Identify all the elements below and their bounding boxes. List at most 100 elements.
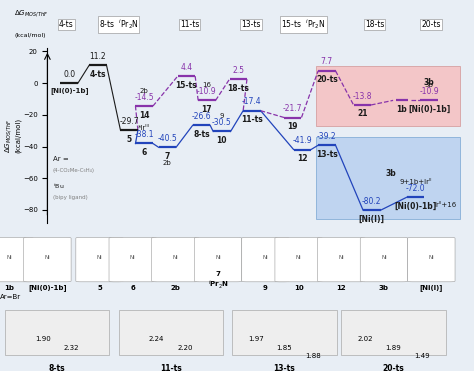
Text: 12: 12 (297, 154, 308, 163)
Text: -80.2: -80.2 (362, 197, 382, 206)
Text: 4-ts: 4-ts (59, 20, 74, 29)
Text: 2.5: 2.5 (232, 66, 244, 75)
Text: $^t$Bu: $^t$Bu (53, 182, 64, 191)
Text: 10: 10 (294, 285, 303, 291)
Text: 17: 17 (201, 105, 212, 114)
Text: Ni: Ni (263, 255, 268, 260)
Text: [Ni(0)-1b]: [Ni(0)-1b] (50, 88, 89, 95)
Text: 4-ts: 4-ts (90, 70, 106, 79)
Text: 1.97: 1.97 (248, 336, 264, 342)
Text: 2.24: 2.24 (149, 336, 164, 342)
Text: 5: 5 (97, 285, 102, 291)
FancyBboxPatch shape (408, 237, 455, 282)
FancyBboxPatch shape (0, 237, 33, 282)
FancyBboxPatch shape (152, 237, 199, 282)
Text: 3b: 3b (424, 78, 435, 87)
Text: Ni: Ni (428, 255, 434, 260)
Text: -39.2: -39.2 (317, 132, 337, 141)
Y-axis label: $\Delta G_{MOS/THF}$
(kcal/mol): $\Delta G_{MOS/THF}$ (kcal/mol) (3, 118, 21, 153)
Text: 15-ts: 15-ts (176, 81, 197, 89)
Bar (118, 310, 223, 355)
Text: -41.9: -41.9 (292, 136, 312, 145)
Text: -21.7: -21.7 (283, 104, 302, 113)
Text: 6: 6 (130, 285, 135, 291)
Text: Ni: Ni (338, 255, 344, 260)
Text: 3b: 3b (425, 82, 434, 88)
FancyBboxPatch shape (318, 237, 365, 282)
Text: 18-ts: 18-ts (365, 20, 384, 29)
Text: Ni: Ni (296, 255, 301, 260)
Text: 3b: 3b (379, 285, 389, 291)
Text: Ni: Ni (45, 255, 50, 260)
Text: 7.7: 7.7 (321, 58, 333, 66)
Text: *Irᴵᴵᴵ: *Irᴵᴵᴵ (138, 125, 150, 131)
Text: 13-ts: 13-ts (316, 150, 337, 159)
Text: -40.5: -40.5 (157, 134, 177, 143)
Text: [Ni(0)-1b]: [Ni(0)-1b] (394, 202, 437, 211)
Text: (kcal/mol): (kcal/mol) (14, 33, 46, 38)
FancyBboxPatch shape (76, 237, 123, 282)
Text: 11-ts: 11-ts (241, 115, 263, 124)
Text: 1b: 1b (396, 105, 407, 114)
Text: 7
$^i$Pr$_2$N: 7 $^i$Pr$_2$N (208, 271, 228, 291)
Text: 2.32: 2.32 (64, 345, 79, 351)
Text: 0.0: 0.0 (63, 70, 75, 79)
Text: 2b: 2b (171, 285, 180, 291)
Text: Ni: Ni (7, 255, 12, 260)
Text: [Ni(I)]: [Ni(I)] (359, 215, 385, 224)
Text: 7: 7 (164, 152, 170, 161)
Text: (bipy ligand): (bipy ligand) (53, 195, 88, 200)
Text: 8-ts: 8-ts (193, 130, 210, 139)
Bar (341, 310, 446, 355)
Bar (232, 310, 337, 355)
Text: 10: 10 (217, 136, 227, 145)
Text: -13.8: -13.8 (353, 92, 372, 101)
FancyBboxPatch shape (360, 237, 408, 282)
Text: 8-ts: 8-ts (48, 364, 65, 371)
Text: -10.9: -10.9 (419, 87, 439, 96)
Text: Ni: Ni (215, 255, 221, 260)
Text: -29.7: -29.7 (119, 117, 139, 126)
Text: 5: 5 (127, 135, 132, 144)
Text: 15-ts  $^i$Pr$_2$N: 15-ts $^i$Pr$_2$N (281, 17, 326, 32)
Text: Ni: Ni (173, 255, 178, 260)
Text: 20-ts: 20-ts (383, 364, 404, 371)
Bar (316, 137, 460, 219)
Text: 20-ts: 20-ts (316, 75, 337, 84)
Text: 13-ts: 13-ts (241, 20, 261, 29)
Text: 11-ts: 11-ts (160, 364, 182, 371)
Text: -10.9: -10.9 (197, 87, 217, 96)
FancyBboxPatch shape (242, 237, 289, 282)
Text: Ni: Ni (130, 255, 136, 260)
Text: 20-ts: 20-ts (421, 20, 441, 29)
Text: [Ni(0)-1b]: [Ni(0)-1b] (408, 105, 450, 114)
Text: 13-ts: 13-ts (273, 364, 295, 371)
Text: 1b: 1b (4, 285, 15, 291)
Text: Ni: Ni (381, 255, 387, 260)
Text: -14.5: -14.5 (134, 93, 154, 102)
Text: -26.6: -26.6 (191, 112, 211, 121)
Text: 1.85: 1.85 (277, 345, 292, 351)
Text: Ar=Br: Ar=Br (0, 294, 21, 300)
Text: 11.2: 11.2 (90, 52, 106, 61)
Text: 12: 12 (337, 285, 346, 291)
Text: 9: 9 (219, 113, 224, 119)
Text: -17.4: -17.4 (242, 97, 262, 106)
Text: 14: 14 (139, 111, 149, 119)
Text: Ni: Ni (97, 255, 102, 260)
Text: 1.90: 1.90 (35, 336, 51, 342)
Text: 2.20: 2.20 (177, 345, 192, 351)
Text: -30.5: -30.5 (212, 118, 232, 127)
Text: -72.0: -72.0 (406, 184, 425, 193)
Text: 11-ts: 11-ts (180, 20, 199, 29)
Text: 1.88: 1.88 (305, 353, 321, 359)
Bar (316, 66, 460, 126)
Text: (4-CO₂Me-C₆H₄): (4-CO₂Me-C₆H₄) (53, 168, 95, 173)
FancyBboxPatch shape (194, 237, 242, 282)
Text: Ar =: Ar = (53, 156, 69, 162)
Text: Irᴵᴵ+16: Irᴵᴵ+16 (434, 202, 456, 208)
Text: 2b: 2b (163, 161, 172, 167)
FancyBboxPatch shape (24, 237, 71, 282)
Text: -38.1: -38.1 (135, 130, 154, 139)
FancyBboxPatch shape (275, 237, 322, 282)
